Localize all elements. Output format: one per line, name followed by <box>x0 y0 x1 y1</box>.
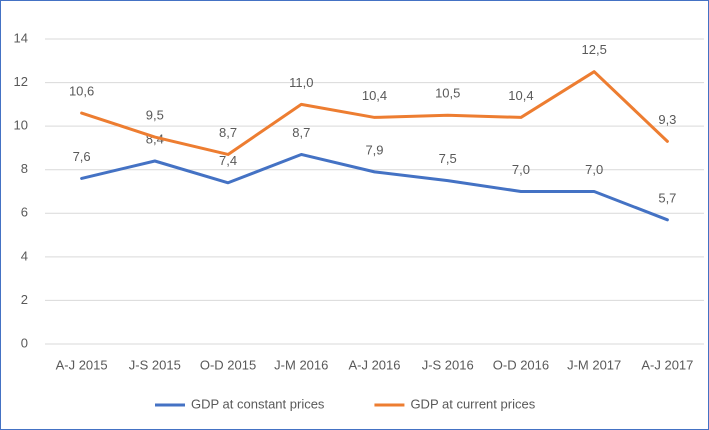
data-label: 8,7 <box>219 125 237 140</box>
y-tick-label: 2 <box>21 292 28 307</box>
x-tick-label: J-M 2016 <box>274 357 328 372</box>
x-tick-label: A-J 2016 <box>348 357 400 372</box>
data-label: 12,5 <box>582 42 607 57</box>
data-label: 10,5 <box>435 86 460 101</box>
y-tick-label: 0 <box>21 335 28 350</box>
data-label: 11,0 <box>289 75 313 90</box>
legend-label: GDP at current prices <box>410 396 535 411</box>
y-tick-label: 10 <box>14 118 28 133</box>
data-label: 10,4 <box>508 88 533 103</box>
data-label: 10,4 <box>362 88 387 103</box>
data-label: 7,5 <box>439 151 457 166</box>
series-line <box>80 152 669 222</box>
y-tick-label: 8 <box>21 161 28 176</box>
data-label: 7,6 <box>73 149 91 164</box>
data-label: 7,4 <box>219 153 237 168</box>
y-tick-label: 4 <box>21 248 28 263</box>
legend-label: GDP at constant prices <box>191 396 325 411</box>
y-tick-label: 6 <box>21 205 28 220</box>
data-label: 7,0 <box>512 162 530 177</box>
data-label: 7,9 <box>365 142 383 157</box>
series-line <box>80 70 669 156</box>
data-label: 5,7 <box>658 190 676 205</box>
data-label: 8,7 <box>292 125 310 140</box>
data-label: 10,6 <box>69 84 94 99</box>
data-label: 9,3 <box>658 112 676 127</box>
x-tick-label: A-J 2015 <box>56 357 108 372</box>
x-tick-label: J-M 2017 <box>567 357 621 372</box>
x-tick-label: J-S 2016 <box>422 357 474 372</box>
y-tick-label: 14 <box>14 30 28 45</box>
y-tick-label: 12 <box>14 74 28 89</box>
data-label: 7,0 <box>585 162 603 177</box>
data-label: 9,5 <box>146 107 164 122</box>
x-tick-label: O-D 2016 <box>493 357 549 372</box>
x-tick-label: J-S 2015 <box>129 357 181 372</box>
x-tick-label: O-D 2015 <box>200 357 256 372</box>
x-tick-label: A-J 2017 <box>641 357 693 372</box>
